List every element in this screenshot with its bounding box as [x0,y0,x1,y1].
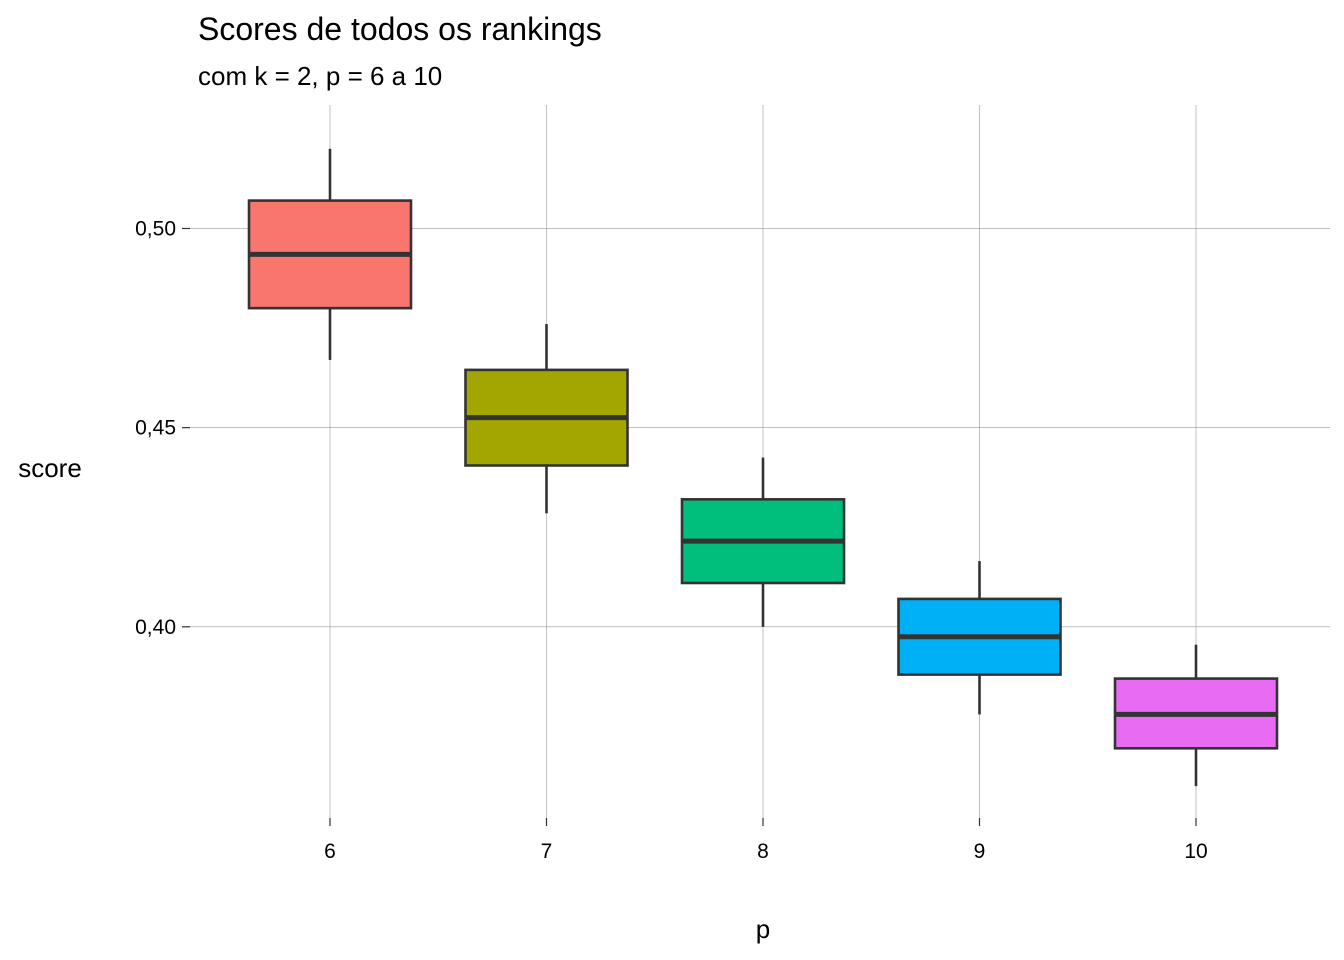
box-10 [1113,644,1279,787]
box-6 [247,148,413,360]
y-axis-title: score [18,453,82,483]
box-9 [897,561,1062,715]
chart-subtitle: com k = 2, p = 6 a 10 [198,61,442,91]
y-tick-label: 0,40 [135,616,176,639]
y-tick-label: 0,50 [135,217,176,240]
x-axis-title: p [756,914,770,944]
x-tick-label: 6 [324,840,336,863]
y-tick-label: 0,45 [135,417,176,440]
chart-title: Scores de todos os rankings [198,11,602,47]
x-tick-label: 10 [1184,840,1207,863]
boxes [247,148,1279,787]
box-8 [680,457,846,627]
x-tick-label: 8 [757,840,769,863]
x-tick-label: 9 [974,840,986,863]
axes: 0,40 0,45 0,50 6 7 8 9 10 [135,217,1208,863]
box-7 [464,324,629,514]
x-tick-label: 7 [541,840,553,863]
